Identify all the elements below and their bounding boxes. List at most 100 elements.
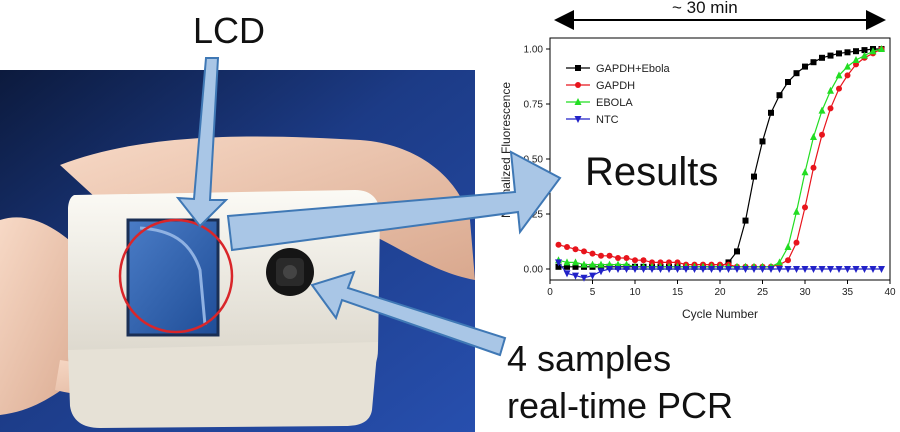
data-point-ebola	[852, 56, 860, 63]
data-point-gapdh-ebola	[836, 50, 842, 57]
x-tick-label: 25	[757, 287, 769, 298]
data-point-gapdh-ebola	[564, 263, 570, 270]
chart-series	[555, 45, 885, 282]
data-point-gapdh	[827, 105, 834, 112]
data-point-gapdh-ebola	[853, 48, 859, 55]
data-point-gapdh-ebola	[785, 79, 791, 85]
data-point-gapdh	[674, 259, 681, 266]
data-point-ntc	[648, 266, 656, 273]
data-point-ntc	[640, 266, 647, 273]
data-point-ntc	[750, 266, 758, 273]
data-point-ebola	[878, 45, 885, 52]
data-point-gapdh	[623, 255, 630, 261]
data-point-ebola	[776, 258, 783, 266]
data-point-ntc	[835, 266, 843, 273]
data-point-ebola	[784, 243, 792, 250]
data-point-gapdh	[589, 250, 596, 257]
data-point-ntc	[623, 266, 630, 273]
data-point-gapdh-ebola	[776, 92, 783, 99]
data-point-ntc	[869, 266, 877, 273]
data-point-gapdh-ebola	[810, 59, 817, 66]
data-point-ebola	[614, 260, 622, 268]
data-point-ntc	[606, 266, 613, 273]
data-point-ebola	[861, 51, 868, 59]
data-point-gapdh	[555, 241, 562, 248]
samples-label-line2: real-time PCR	[507, 385, 734, 426]
data-point-gapdh-ebola	[861, 47, 868, 54]
legend-marker-ebola	[574, 98, 582, 105]
data-point-ntc	[776, 266, 783, 273]
data-point-ntc	[759, 266, 766, 273]
data-point-ntc	[827, 266, 834, 273]
data-point-gapdh-ebola	[827, 52, 834, 59]
data-point-gapdh-ebola	[802, 63, 808, 70]
x-tick-label: 0	[547, 287, 553, 298]
data-point-ntc	[580, 274, 588, 282]
x-tick-label: 15	[672, 287, 684, 298]
data-point-gapdh-ebola	[555, 263, 562, 270]
y-tick-label: 0.50	[524, 155, 544, 166]
data-point-ntc	[818, 266, 826, 273]
data-point-ntc	[793, 266, 800, 273]
legend-label-ebola: EBOLA	[596, 97, 633, 109]
data-point-gapdh-ebola	[844, 49, 851, 56]
data-point-ebola	[606, 260, 613, 268]
data-point-ntc	[631, 266, 639, 273]
data-point-gapdh-ebola	[572, 263, 579, 270]
data-point-ntc	[665, 266, 673, 273]
data-point-ntc	[725, 266, 732, 273]
duration-label: ~ 30 min	[672, 0, 738, 17]
data-point-ntc	[691, 266, 698, 273]
data-point-gapdh	[649, 259, 655, 266]
data-point-ntc	[674, 266, 681, 273]
data-point-ntc	[852, 266, 860, 273]
data-point-ebola	[810, 133, 817, 140]
data-point-gapdh	[836, 85, 842, 92]
data-point-ntc	[572, 272, 579, 280]
results-label: Results	[585, 150, 719, 194]
data-point-ebola	[623, 260, 630, 268]
data-point-ebola	[827, 86, 834, 94]
chart-x-axis-label: Cycle Number	[682, 307, 758, 321]
device-base	[68, 342, 378, 428]
device-photo	[0, 70, 475, 432]
y-tick-label: 0.75	[524, 100, 544, 111]
lcd-glare	[139, 226, 207, 326]
data-point-ntc	[801, 266, 809, 273]
x-tick-label: 40	[884, 287, 896, 298]
data-point-ntc	[742, 266, 749, 273]
data-point-gapdh	[640, 257, 647, 264]
legend-marker-gapdh-ebola	[575, 65, 581, 71]
data-point-ntc	[708, 266, 715, 273]
data-point-ntc	[682, 266, 690, 273]
legend-label-gapdh: GAPDH	[596, 80, 635, 92]
data-point-ebola	[793, 207, 800, 215]
data-point-gapdh	[615, 255, 621, 261]
data-point-gapdh	[606, 252, 613, 259]
legend-marker-gapdh	[575, 82, 581, 88]
x-tick-label: 10	[629, 287, 641, 298]
x-tick-label: 5	[590, 287, 596, 298]
data-point-gapdh	[802, 204, 808, 211]
legend-label-ntc: NTC	[596, 114, 619, 126]
x-tick-label: 30	[799, 287, 811, 298]
data-point-ntc	[657, 266, 664, 273]
data-point-ebola	[563, 258, 571, 266]
y-tick-label: 0.00	[524, 265, 544, 276]
data-point-gapdh	[666, 259, 672, 266]
data-point-ntc	[861, 266, 868, 273]
data-point-ntc	[589, 272, 596, 280]
data-point-gapdh-ebola	[734, 248, 740, 255]
data-point-ntc	[716, 266, 724, 273]
data-point-gapdh	[632, 257, 638, 264]
data-point-ebola	[589, 260, 596, 268]
data-point-gapdh	[810, 164, 817, 171]
data-point-ebola	[835, 71, 843, 79]
data-point-ntc	[597, 268, 605, 276]
data-point-ntc	[844, 266, 851, 273]
data-point-ntc	[555, 259, 562, 267]
data-point-ntc	[614, 266, 622, 273]
data-point-ebola	[801, 168, 809, 176]
data-point-ntc	[699, 266, 707, 273]
data-point-gapdh-ebola	[768, 109, 774, 116]
